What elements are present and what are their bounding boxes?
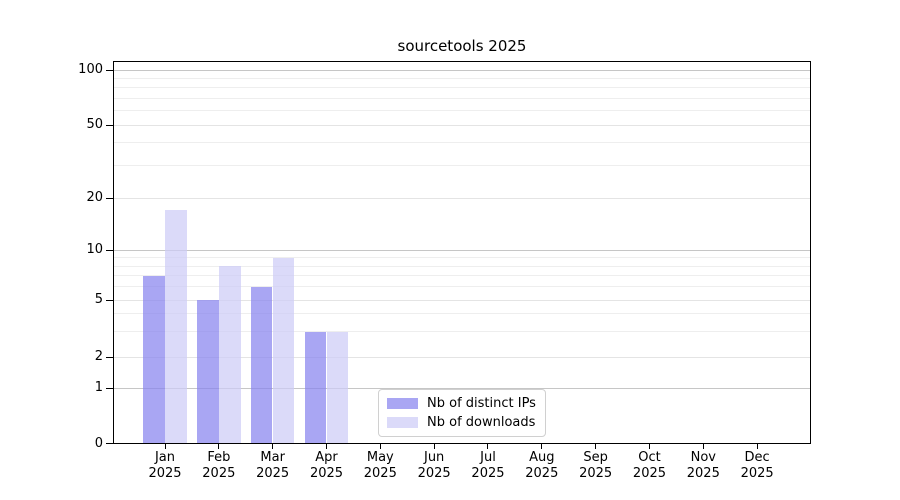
x-tick-oct — [648, 444, 650, 449]
bar-downloads-mar — [272, 257, 295, 443]
minor-gridline-30 — [114, 165, 810, 167]
chart-title: sourcetools 2025 — [397, 37, 527, 55]
x-tick-jun — [433, 444, 435, 449]
bar-distinct-ips-apr — [304, 331, 327, 443]
y-tick-label-5: 5 — [94, 292, 103, 307]
minor-gridline-6 — [114, 286, 810, 288]
gridline-50 — [114, 124, 810, 126]
minor-gridline-70 — [114, 97, 810, 99]
gridline-5 — [114, 299, 810, 301]
x-tick-dec — [756, 444, 758, 449]
x-tick-aug — [541, 444, 543, 449]
legend: Nb of distinct IPs Nb of downloads — [378, 389, 546, 437]
x-tick-label-aug: Aug 2025 — [525, 450, 559, 481]
x-tick-label-jul: Jul 2025 — [471, 450, 505, 481]
bar-distinct-ips-jan — [143, 275, 165, 443]
bar-downloads-feb — [219, 266, 241, 443]
x-tick-label-may: May 2025 — [363, 450, 397, 481]
y-tick-label-100: 100 — [78, 62, 103, 77]
bar-distinct-ips-mar — [250, 286, 273, 443]
y-tick-10 — [106, 249, 113, 251]
y-tick-label-2: 2 — [94, 349, 103, 364]
x-tick-label-sep: Sep 2025 — [579, 450, 613, 481]
minor-gridline-4 — [114, 313, 810, 315]
legend-label-downloads: Nb of downloads — [427, 415, 536, 430]
x-tick-label-oct: Oct 2025 — [632, 450, 667, 481]
gridline-100 — [114, 69, 810, 71]
gridline-2 — [114, 356, 810, 358]
legend-swatch-downloads — [387, 417, 418, 428]
y-tick-label-0: 0 — [94, 435, 103, 451]
bar-downloads-apr — [326, 331, 349, 443]
x-tick-jul — [487, 444, 489, 449]
x-tick-label-feb: Feb 2025 — [202, 450, 236, 481]
minor-gridline-60 — [114, 110, 810, 112]
minor-gridline-9 — [114, 257, 810, 259]
x-tick-mar — [272, 444, 274, 449]
y-tick-5 — [106, 299, 113, 301]
x-tick-label-mar: Mar 2025 — [256, 450, 290, 481]
y-tick-1 — [106, 387, 113, 389]
legend-item-downloads: Nb of downloads — [387, 415, 537, 430]
minor-gridline-7 — [114, 275, 810, 277]
x-tick-apr — [325, 444, 327, 449]
minor-gridline-90 — [114, 77, 810, 79]
gridline-20 — [114, 197, 810, 199]
y-tick-100 — [106, 69, 113, 71]
x-tick-label-dec: Dec 2025 — [740, 450, 774, 481]
y-tick-label-20: 20 — [86, 190, 103, 205]
legend-label-distinct-ips: Nb of distinct IPs — [427, 396, 536, 411]
x-tick-may — [379, 444, 381, 449]
y-tick-label-10: 10 — [86, 242, 103, 257]
minor-gridline-80 — [114, 87, 810, 89]
x-tick-label-apr: Apr 2025 — [309, 450, 344, 481]
y-tick-20 — [106, 197, 113, 199]
bar-downloads-jan — [165, 210, 187, 443]
minor-gridline-3 — [114, 331, 810, 333]
gridline-10 — [114, 249, 810, 251]
minor-gridline-8 — [114, 265, 810, 267]
minor-gridline-40 — [114, 142, 810, 144]
y-tick-label-50: 50 — [86, 117, 103, 132]
x-tick-label-jan: Jan 2025 — [148, 450, 182, 481]
y-tick-0 — [106, 443, 113, 444]
legend-swatch-distinct-ips — [387, 398, 418, 409]
x-tick-sep — [595, 444, 597, 449]
x-tick-label-jun: Jun 2025 — [417, 450, 451, 481]
legend-item-distinct-ips: Nb of distinct IPs — [387, 396, 537, 411]
bar-distinct-ips-feb — [197, 300, 219, 443]
gridline-1 — [114, 387, 810, 389]
x-tick-feb — [218, 444, 220, 449]
x-tick-label-nov: Nov 2025 — [686, 450, 720, 481]
y-tick-50 — [106, 124, 113, 126]
x-tick-jan — [164, 444, 166, 449]
x-tick-nov — [702, 444, 704, 449]
y-tick-2 — [106, 356, 113, 358]
y-tick-label-1: 1 — [94, 380, 103, 395]
